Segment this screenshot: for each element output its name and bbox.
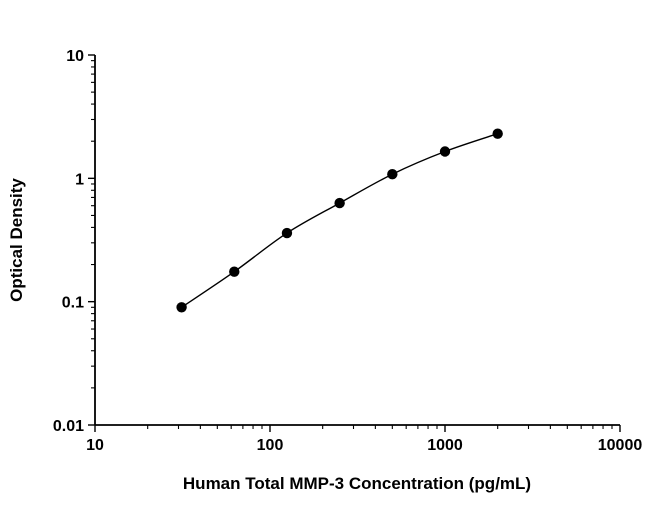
- y-axis-tick-label: 0.1: [62, 295, 84, 312]
- x-axis-tick-label: 10000: [598, 437, 643, 454]
- data-point-marker: [439, 146, 451, 157]
- data-point-marker: [492, 128, 503, 139]
- standard-curve-line: [181, 133, 498, 308]
- x-axis-tick-label: 1000: [427, 437, 463, 454]
- data-point-marker: [334, 197, 345, 209]
- x-axis-title: Human Total MMP-3 Concentration (pg/mL): [183, 474, 531, 493]
- data-point-marker: [281, 227, 293, 239]
- x-axis-tick-label: 100: [257, 437, 284, 454]
- y-axis-tick-label: 1: [75, 171, 84, 188]
- x-axis-tick-label: 10: [86, 437, 104, 454]
- plot-content: 10 100 1000 10000 0.01 0.1 1 10: [53, 48, 642, 454]
- y-axis-tick-label: 0.01: [53, 418, 84, 435]
- y-axis-tick-label: 10: [66, 48, 84, 65]
- y-axis-title: Optical Density: [7, 178, 26, 302]
- data-point-marker: [387, 169, 398, 180]
- data-point-marker: [176, 302, 187, 313]
- data-point-marker: [229, 266, 240, 277]
